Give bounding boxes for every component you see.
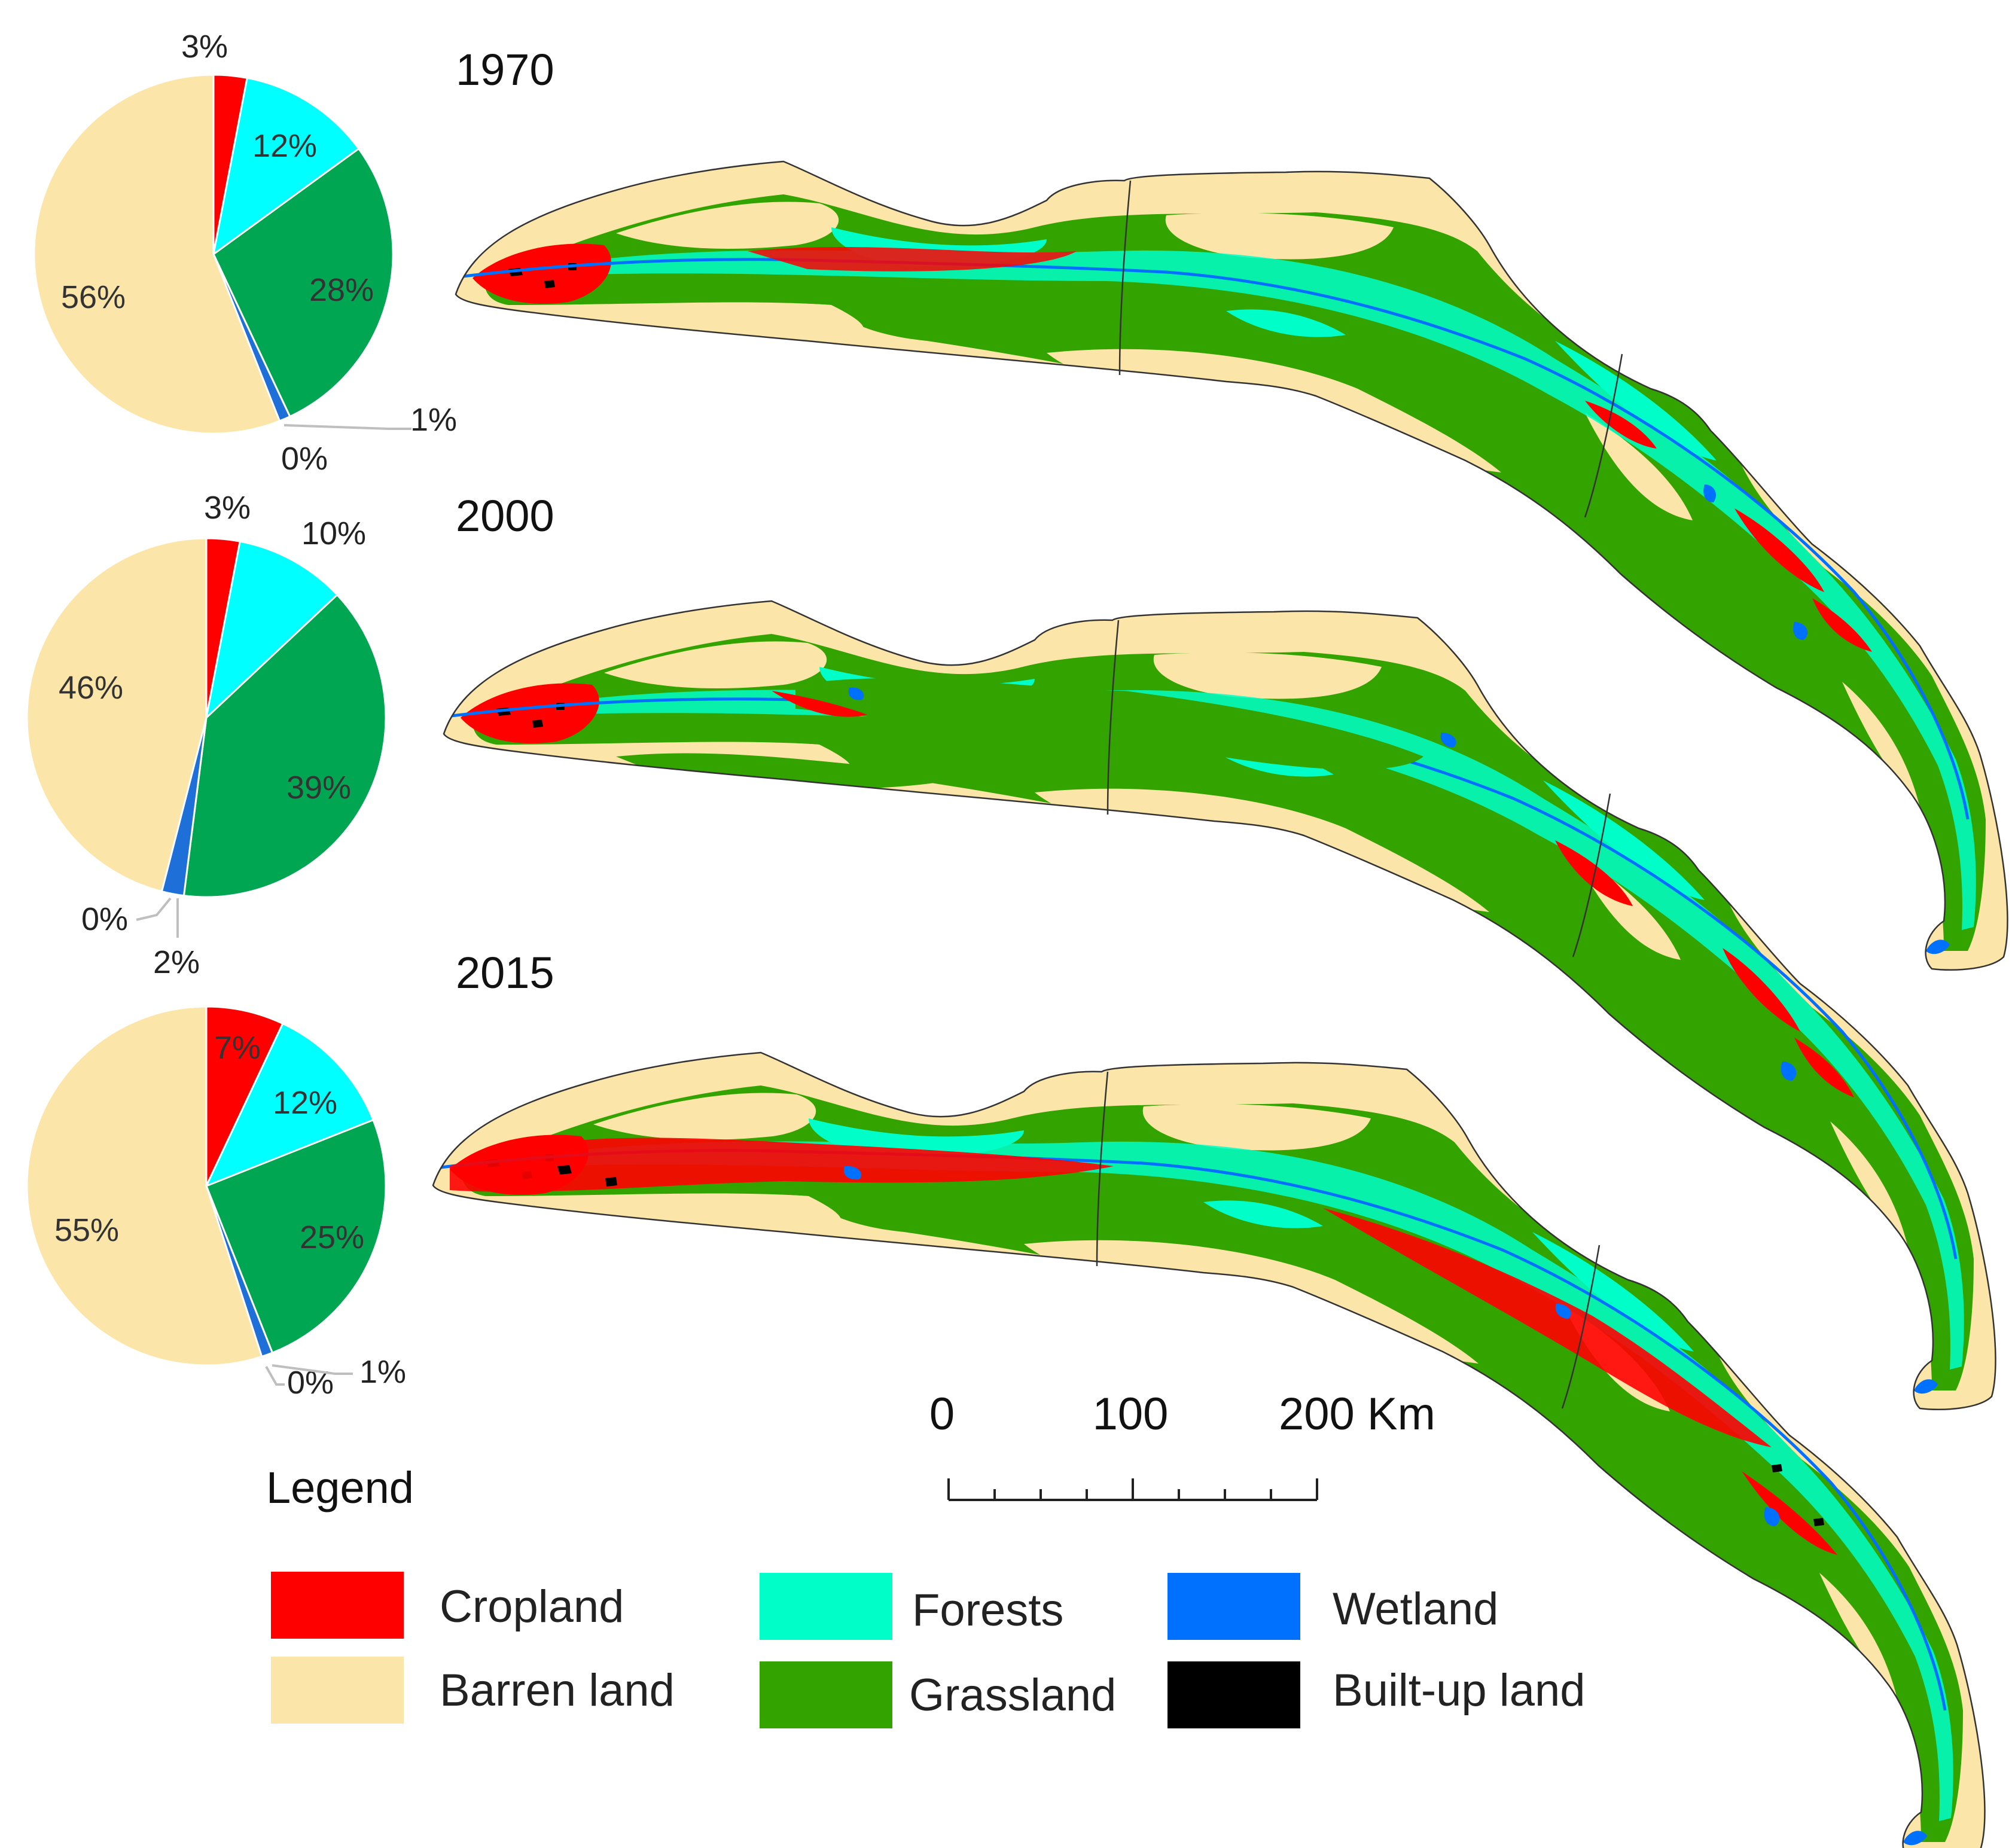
legend-label-wetland: Wetland [1333,1584,1498,1634]
pie-1970-label-forests: 12% [252,128,317,164]
legend-swatch-grassland [760,1661,892,1728]
pie-2000-label-grassland: 39% [286,770,351,806]
pie-1970-slice-grassland [212,147,394,418]
pie-1970-label-grassland: 28% [309,272,374,308]
pie-2015-leader-wetland [272,1364,353,1375]
scale-bar-line [947,1478,1318,1501]
pie-2000-label-barren: 46% [59,670,123,706]
scale-label-200: 200 Km [1279,1389,1435,1440]
pie-2000-label-builtup: 0% [81,901,128,937]
pie-1970-label-cropland: 3% [181,29,228,65]
legend-label-barren: Barren land [440,1665,675,1716]
year-label-2015: 2015 [456,948,554,998]
pie-1970-slice-forests [212,77,360,257]
pie-1970-label-barren: 56% [61,279,126,315]
legend-label-builtup: Built-up land [1333,1665,1586,1716]
legend-swatch-builtup [1167,1661,1300,1728]
pie-2000-slice-forests [205,540,339,721]
pie-chart-1970 [33,74,394,435]
legend-label-grassland: Grassland [909,1670,1116,1721]
pie-2015-slice-grassland [205,1118,387,1354]
land-use-map-1970 [455,160,2008,971]
pie-2015-label-cropland: 7% [214,1030,261,1066]
scale-bar: 0 100 200 Km [929,1389,1435,1501]
legend-label-forests: Forests [912,1585,1063,1636]
pie-2015-slice-forests [205,1022,374,1188]
pie-2015-leader-builtup [265,1366,285,1386]
legend: Legend Cropland Barren land Forests Gras… [266,1463,1586,1728]
legend-swatch-forests [760,1573,892,1640]
pie-2015-slice-cropland [205,1005,284,1187]
pie-2015-slice-barren [26,1005,263,1367]
pie-1970-leader-wetland [283,424,411,430]
legend-swatch-barren [271,1657,404,1724]
pie-2000-label-forests: 10% [301,516,366,551]
pie-1970-label-wetland: 1% [410,402,457,438]
pie-2015-label-grassland: 25% [300,1219,364,1255]
pie-2015-label-forests: 12% [273,1085,337,1121]
scale-label-0: 0 [929,1389,955,1440]
scale-label-100: 100 [1093,1389,1169,1440]
year-label-1970: 1970 [456,45,554,94]
pie-1970-label-builtup: 0% [281,441,328,477]
pie-2000-label-cropland: 3% [204,490,251,526]
pie-2015-label-wetland: 1% [359,1354,406,1390]
land-use-map-2015 [432,1051,1986,1848]
pie-1970-slice-barren [33,74,281,435]
legend-swatch-wetland [1167,1573,1300,1640]
pie-chart-2015 [26,1005,387,1367]
land-use-map-2000 [443,600,1996,1411]
legend-swatch-cropland [271,1572,404,1639]
legend-title: Legend [266,1463,414,1512]
pie-2015-label-barren: 55% [54,1212,119,1248]
pie-chart-2000 [26,537,387,898]
pie-2000-slice-grassland [182,593,387,898]
legend-label-cropland: Cropland [440,1581,624,1632]
pie-2000-slice-barren [26,537,208,893]
pie-2000-label-wetland: 2% [153,944,200,980]
year-label-2000: 2000 [456,491,554,541]
pie-2000-leader-builtup [136,897,172,921]
